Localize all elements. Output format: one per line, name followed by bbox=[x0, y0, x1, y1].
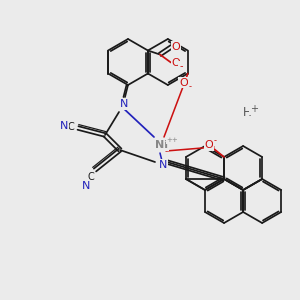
Text: O: O bbox=[172, 41, 180, 52]
Text: O: O bbox=[179, 77, 188, 88]
Text: Ni: Ni bbox=[155, 140, 169, 150]
Text: -: - bbox=[179, 61, 183, 71]
Text: N: N bbox=[60, 121, 68, 131]
Text: C: C bbox=[88, 172, 94, 182]
Text: O: O bbox=[172, 58, 180, 68]
Text: N: N bbox=[60, 121, 68, 131]
Text: H: H bbox=[243, 106, 251, 119]
Text: C: C bbox=[68, 122, 74, 132]
Text: +: + bbox=[250, 104, 258, 114]
Text: N: N bbox=[120, 99, 128, 109]
Text: -: - bbox=[188, 82, 191, 91]
Text: -: - bbox=[214, 136, 217, 146]
Text: N: N bbox=[159, 160, 167, 170]
Text: O: O bbox=[205, 140, 213, 150]
Text: N: N bbox=[82, 181, 90, 191]
Text: C: C bbox=[68, 122, 74, 132]
Text: ++: ++ bbox=[166, 137, 178, 143]
